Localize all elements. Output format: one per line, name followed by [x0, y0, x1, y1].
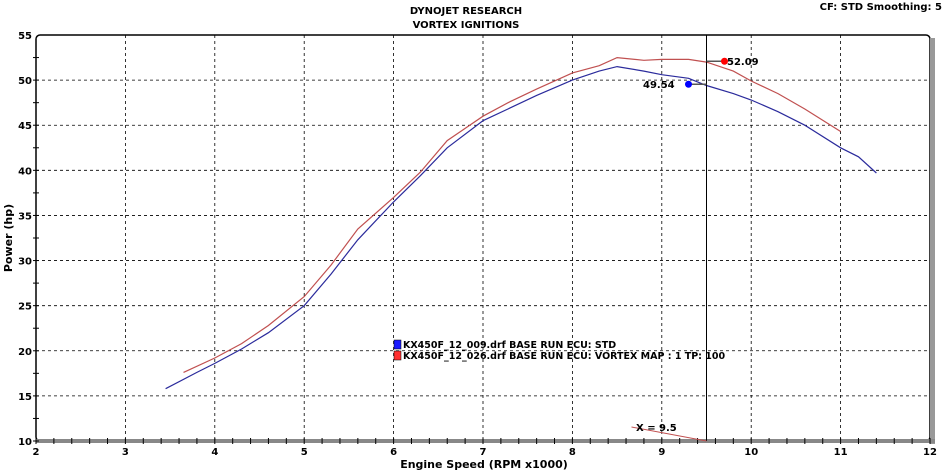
y-tick-label: 30: [18, 257, 32, 268]
chart-info: CF: STD Smoothing: 5: [820, 2, 942, 13]
y-tick-label: 10: [18, 437, 32, 448]
y-axis-label: Power (hp): [2, 204, 15, 272]
x-tick-label: 2: [33, 447, 40, 458]
series-line-0: [165, 65, 877, 390]
chart-subtitle: VORTEX IGNITIONS: [413, 20, 520, 31]
y-tick-label: 15: [18, 392, 32, 403]
x-tick-label: 7: [480, 447, 487, 458]
chart-title: DYNOJET RESEARCH: [410, 6, 522, 17]
x-tick-label: 5: [301, 447, 308, 458]
legend-entry-red: KX450F_12_026.drf BASE RUN ECU: VORTEX M…: [403, 351, 726, 362]
y-tick-label: 50: [18, 76, 32, 87]
y-tick-label: 25: [18, 302, 32, 313]
y-tick-label: 55: [18, 31, 32, 42]
series-line-1: [183, 56, 841, 373]
cursor-value-red: 52.09: [727, 57, 759, 68]
x-axis-bar: [36, 439, 935, 443]
legend-swatch-blue: [393, 339, 402, 350]
x-axis-label: Engine Speed (RPM x1000): [400, 458, 568, 471]
x-tick-label: 8: [569, 447, 576, 458]
x-tick-label: 6: [390, 447, 397, 458]
cursor-label: X = 9.5: [636, 423, 677, 434]
legend-entry-blue: KX450F_12_009.drf BASE RUN ECU: STD: [403, 340, 616, 351]
x-tick-label: 12: [923, 447, 937, 458]
cursor-value-blue: 49.54: [643, 80, 675, 91]
right-shadow: [930, 38, 935, 444]
y-tick-label: 35: [18, 211, 32, 222]
x-tick-label: 10: [744, 447, 758, 458]
y-tick-label: 20: [18, 347, 32, 358]
blue-cursor-marker: [685, 80, 692, 88]
legend-swatch-red: [393, 350, 402, 361]
red-cursor-marker: [721, 57, 728, 65]
x-tick-label: 3: [122, 447, 129, 458]
cursor-label-leader: [631, 426, 707, 442]
y-tick-label: 45: [18, 121, 32, 132]
x-tick-label: 11: [834, 447, 848, 458]
y-tick-label: 40: [18, 166, 32, 177]
x-tick-label: 9: [658, 447, 665, 458]
x-tick-label: 4: [211, 447, 218, 458]
